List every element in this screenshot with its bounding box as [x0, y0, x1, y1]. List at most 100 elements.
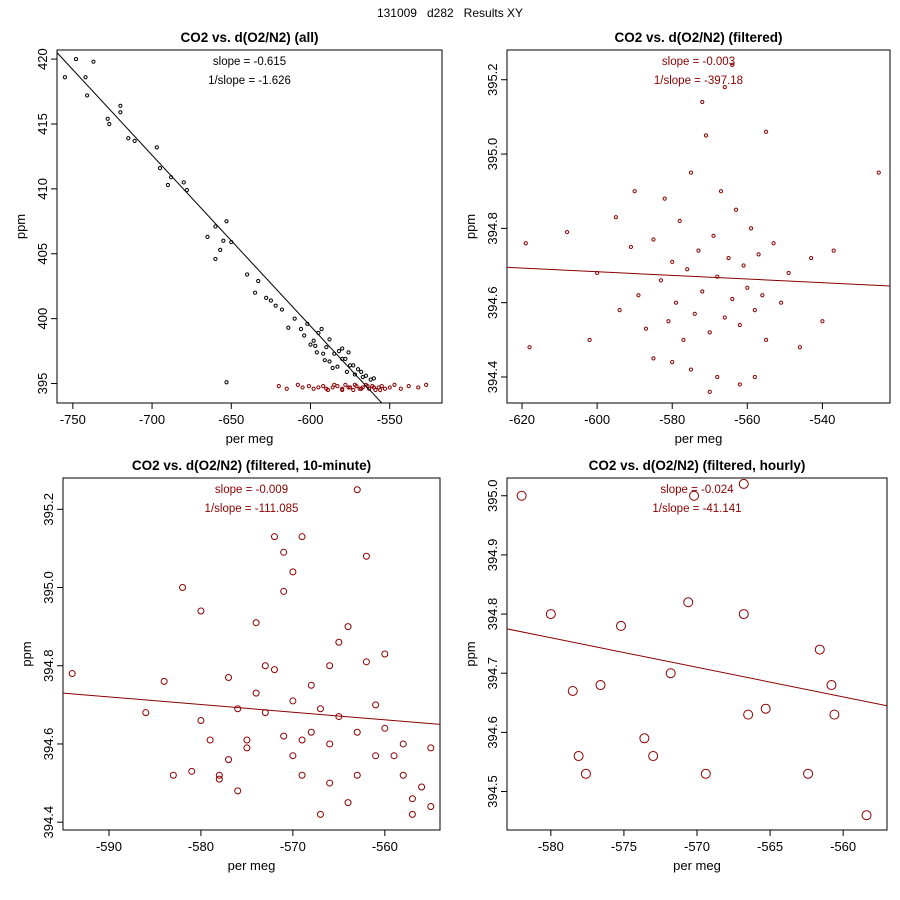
y-tick-label: 394.9 [485, 539, 500, 572]
data-point [344, 369, 350, 374]
data-point [286, 325, 291, 330]
inverse-slope-annotation: 1/slope = -397.18 [654, 75, 743, 87]
data-point [381, 650, 389, 658]
data-point [126, 136, 131, 141]
slope-annotation: slope = -0.024 [660, 484, 734, 496]
data-point [381, 724, 389, 732]
data-point [298, 736, 306, 744]
data-point [745, 285, 750, 290]
x-axis-label: per meg [226, 431, 274, 446]
data-point [335, 364, 340, 369]
x-tick-label: -575 [611, 839, 637, 854]
figure-suptitle: 131009 d282 Results XY [376, 6, 524, 20]
data-point [689, 490, 700, 501]
data-point [427, 803, 435, 811]
data-point [670, 360, 675, 365]
data-point [280, 587, 288, 595]
data-point [779, 300, 784, 305]
data-point [763, 337, 769, 342]
data-point [760, 703, 771, 714]
data-point [362, 552, 370, 560]
data-point [284, 386, 289, 391]
data-point [831, 248, 836, 253]
data-point [756, 252, 761, 257]
inverse-slope-annotation: 1/slope = -1.626 [208, 75, 291, 87]
data-point [218, 247, 223, 252]
data-point [295, 382, 300, 387]
plot-area [507, 62, 890, 394]
data-point [344, 623, 352, 631]
data-point [270, 533, 278, 541]
data-point [573, 751, 584, 762]
data-point [243, 744, 251, 752]
x-tick-label: -560 [372, 839, 398, 854]
data-point [215, 771, 223, 779]
data-point [595, 680, 606, 691]
y-tick-label: 394.6 [485, 716, 500, 749]
x-tick-label: -700 [139, 412, 165, 427]
data-point [378, 387, 383, 393]
data-point [118, 103, 123, 108]
data-point [771, 241, 776, 246]
data-point [307, 681, 315, 689]
data-point [302, 333, 307, 338]
data-point [307, 728, 315, 736]
data-point [523, 241, 528, 246]
data-point [321, 384, 326, 389]
data-point [289, 568, 297, 576]
data-point [711, 233, 716, 238]
data-point [424, 382, 429, 387]
data-point [651, 237, 656, 242]
chart-panel-all: CO2 vs. d(O2/N2) (all) -750 -700 -650 -600 -5… [13, 30, 443, 446]
inverse-slope-annotation: 1/slope = -41.141 [652, 503, 741, 515]
plot-area [63, 486, 440, 818]
y-tick-label: 395.2 [485, 63, 500, 96]
data-point [252, 689, 260, 697]
data-point [707, 330, 712, 335]
x-tick-label: -560 [734, 412, 760, 427]
data-point [213, 224, 218, 229]
x-tick-label: -580 [538, 839, 564, 854]
data-point [399, 771, 407, 779]
data-point [169, 771, 177, 779]
data-point [322, 358, 327, 363]
data-point [353, 486, 361, 494]
data-point [85, 93, 90, 98]
data-point [68, 670, 76, 678]
data-point [215, 775, 223, 783]
data-point [353, 728, 361, 736]
y-tick-label: 415 [35, 113, 50, 135]
data-point [292, 316, 297, 321]
y-tick-label: 395.0 [41, 571, 56, 604]
data-point [681, 337, 686, 342]
data-point [658, 278, 664, 283]
data-point [234, 787, 242, 795]
data-point [703, 133, 709, 138]
data-point [726, 255, 731, 261]
y-tick-label: 394.4 [485, 361, 500, 394]
plot-area [507, 478, 887, 821]
data-point [346, 385, 351, 390]
data-point [752, 308, 757, 313]
data-point [803, 768, 814, 779]
data-point [628, 244, 634, 250]
data-point [427, 744, 435, 752]
data-point [83, 75, 88, 80]
data-point [587, 337, 592, 342]
data-point [280, 732, 288, 740]
data-point [683, 597, 694, 608]
data-point [243, 736, 251, 744]
data-point [738, 478, 749, 489]
data-point [280, 548, 288, 556]
slope-annotation: slope = -0.615 [213, 56, 286, 68]
data-point [188, 767, 196, 775]
data-point [353, 771, 361, 779]
data-point [371, 385, 376, 390]
data-point [348, 385, 353, 390]
x-axis-label: per meg [228, 858, 276, 873]
data-point [73, 56, 79, 62]
x-tick-label: -580 [659, 412, 685, 427]
data-point [688, 170, 694, 175]
data-point [213, 256, 218, 262]
data-point [355, 367, 361, 372]
